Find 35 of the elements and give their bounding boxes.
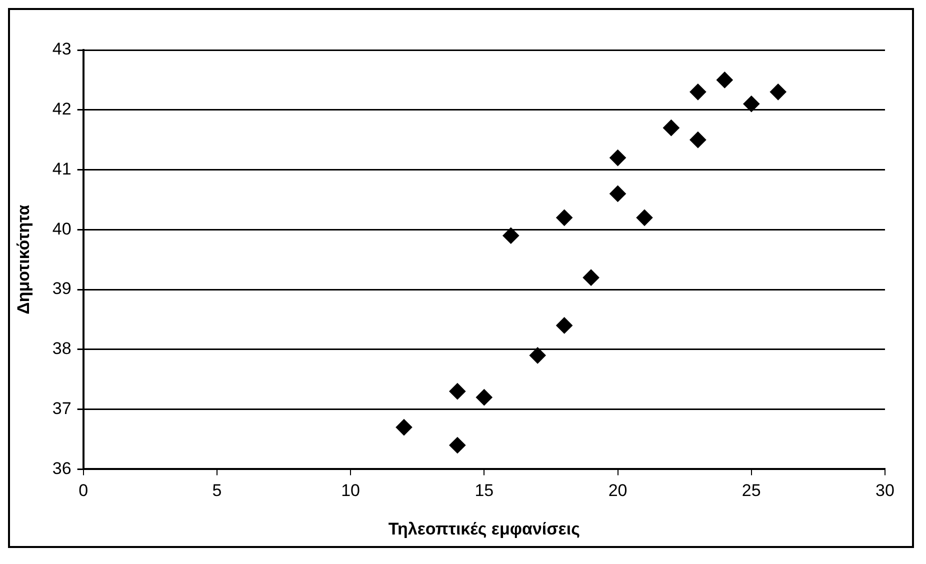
x-tick-label: 0	[78, 481, 88, 500]
point	[663, 120, 680, 136]
point	[502, 228, 519, 244]
point	[716, 72, 733, 88]
point	[556, 210, 572, 226]
point	[449, 383, 466, 400]
x-tick-label: 10	[341, 481, 360, 500]
x-tick-label: 20	[608, 481, 628, 500]
y-tick-label: 36	[52, 458, 72, 478]
point	[556, 317, 572, 334]
x-axis-title: Τηλεοπτικές εμφανίσεις	[388, 519, 580, 538]
y-tick-label: 38	[52, 339, 72, 358]
y-axis-title: Δημοτικότητα	[14, 204, 33, 314]
y-tick-label: 39	[52, 279, 72, 298]
point	[530, 347, 546, 364]
x-tick-label: 5	[212, 481, 222, 500]
y-tick-label: 37	[52, 399, 72, 418]
y-tick-label: 43	[52, 40, 72, 59]
x-tick-label: 25	[742, 481, 761, 500]
point	[610, 150, 626, 166]
point	[583, 270, 600, 286]
y-tick-label: 41	[52, 159, 72, 178]
point	[449, 437, 466, 454]
y-tick-label: 40	[52, 219, 72, 238]
point	[770, 84, 786, 100]
point	[396, 419, 412, 436]
point	[476, 389, 492, 406]
point	[743, 96, 760, 112]
point	[690, 84, 706, 100]
x-tick-label: 30	[876, 481, 894, 500]
point	[610, 186, 626, 202]
point	[690, 132, 706, 148]
point	[636, 210, 652, 226]
x-tick-label: 15	[474, 481, 494, 500]
y-tick-label: 42	[52, 100, 72, 119]
